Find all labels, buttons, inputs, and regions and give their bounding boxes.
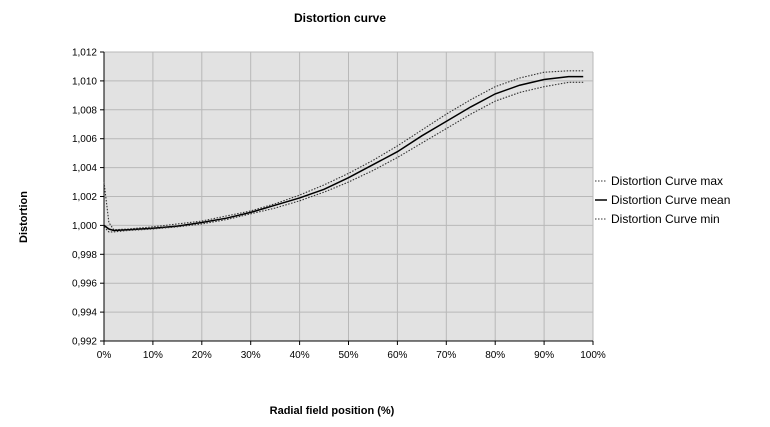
series-line-2 bbox=[103, 75, 584, 232]
chart-title: Distortion curve bbox=[294, 11, 386, 25]
y-tick-label: 0,994 bbox=[72, 308, 97, 319]
legend-label-2: Distortion Curve mean bbox=[611, 193, 730, 207]
y-tick-label: 1,004 bbox=[72, 163, 97, 174]
series-line-1 bbox=[103, 70, 584, 231]
x-tick-label: 30% bbox=[241, 350, 261, 361]
x-tick-label: 70% bbox=[436, 350, 456, 361]
x-tick-label: 60% bbox=[387, 350, 407, 361]
y-tick-label: 1,012 bbox=[72, 48, 97, 59]
x-tick-label: 40% bbox=[290, 350, 310, 361]
y-tick-label: 0,992 bbox=[72, 337, 97, 348]
x-tick-label: 20% bbox=[192, 350, 212, 361]
y-tick-label: 0,996 bbox=[72, 279, 97, 290]
y-tick-label: 1,000 bbox=[72, 221, 97, 232]
x-tick-label: 100% bbox=[580, 350, 606, 361]
y-tick-label: 0,998 bbox=[72, 250, 97, 261]
x-tick-label: 0% bbox=[97, 350, 112, 361]
legend: Distortion Curve max Distortion Curve mea… bbox=[595, 174, 730, 226]
x-axis-title: Radial field position (%) bbox=[270, 405, 395, 417]
y-tick-label: 1,010 bbox=[72, 76, 97, 87]
legend-label-3: Distortion Curve min bbox=[611, 212, 720, 226]
x-tick-label: 10% bbox=[143, 350, 163, 361]
series-line-3 bbox=[103, 81, 584, 233]
x-tick-label: 80% bbox=[485, 350, 505, 361]
y-tick-label: 1,006 bbox=[72, 134, 97, 145]
plot-area: 0,992 0,994 0,996 0,998 1,000 1,002 1,004 1,006… bbox=[72, 48, 606, 362]
x-tick-label: 50% bbox=[338, 350, 358, 361]
legend-label-1: Distortion Curve max bbox=[611, 174, 723, 188]
x-tick-label: 90% bbox=[534, 350, 554, 361]
y-axis-title: Distortion bbox=[18, 191, 30, 243]
y-tick-label: 1,002 bbox=[72, 192, 97, 203]
y-tick-label: 1,008 bbox=[72, 105, 97, 116]
